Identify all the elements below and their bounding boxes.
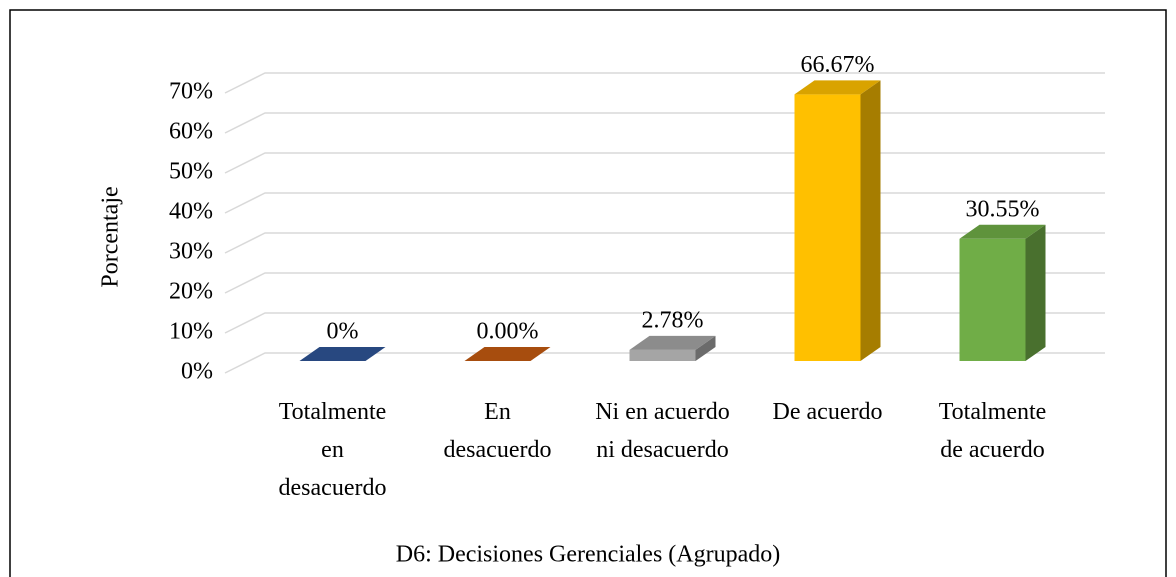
y-tick-label: 20% [169,279,213,305]
bar-side [1025,224,1046,361]
bar-top [959,224,1046,239]
x-tick-label: Totalmente en desacuerdo [278,399,387,501]
bar-top [794,80,881,95]
bar [629,335,716,361]
y-tick-label: 0% [181,359,213,385]
chart-title: D6: Decisiones Gerenciales (Agrupado) [396,542,781,568]
data-label: 66.67% [801,52,875,78]
bar-front [629,349,696,361]
bar-front [959,238,1026,361]
y-tick-label: 40% [169,199,213,225]
data-label: 2.78% [642,307,704,333]
x-tick-label: Totalmente de acuerdo [938,399,1047,463]
frame [9,9,1167,577]
bar-top [629,335,716,350]
data-label: 0% [327,319,359,345]
bar-side [860,80,881,361]
y-tick-label: 60% [169,119,213,145]
bar [959,224,1046,361]
grid-line [224,152,1105,174]
y-tick-label: 50% [169,159,213,185]
x-tick-label: Ni en acuerdo ni desacuerdo [595,399,730,463]
bar-top [299,347,386,361]
bar-top [464,347,551,361]
data-label: 0.00% [477,319,539,345]
y-tick-label: 70% [169,79,213,105]
bar-front [794,94,861,361]
bar-side [695,335,716,361]
bar [794,80,881,361]
y-axis-label: Porcentaje [98,186,124,287]
x-tick-label: En desacuerdo [443,399,552,463]
x-tick-label: De acuerdo [772,399,883,425]
y-tick-label: 30% [169,239,213,265]
grid-line [224,112,1105,134]
bar [464,347,551,361]
data-label: 30.55% [966,196,1040,222]
y-tick-label: 10% [169,319,213,345]
bar [299,347,386,361]
grid-line [224,72,1105,94]
